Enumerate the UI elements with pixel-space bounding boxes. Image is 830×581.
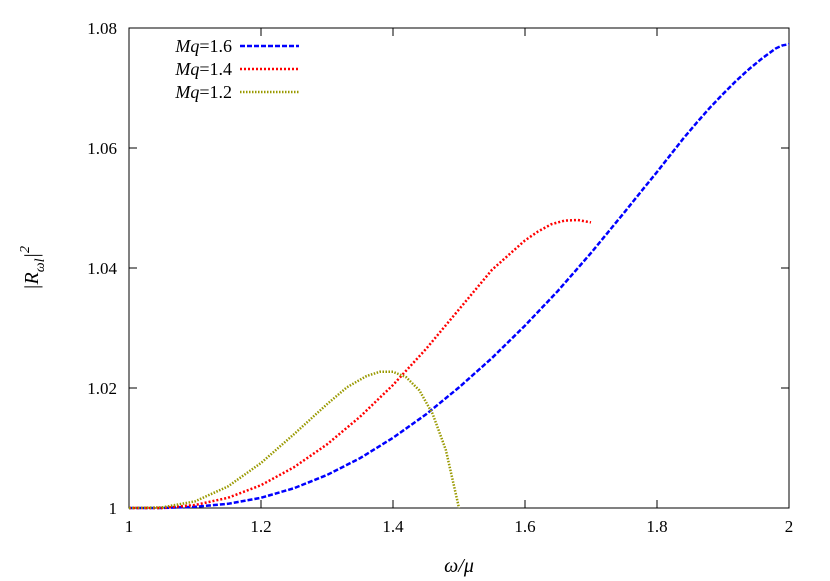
series-line-2 [129,218,592,510]
legend-label-1: Mq=1.6 [174,36,232,56]
series-layer [128,42,790,510]
x-tick-label: 1.8 [646,517,667,536]
axis-ticks: 1 1.2 1.4 1.6 1.8 2 1 1.02 1.04 1.06 1.08 [87,19,793,536]
y-axis-label: |Rωl|2 [18,246,48,290]
x-tick-label: 1 [125,517,134,536]
series-line-1 [129,42,790,510]
legend: Mq=1.6 Mq=1.4 Mq=1.2 [174,36,299,102]
legend-label-3: Mq=1.2 [174,82,232,102]
y-tick-label: 1.08 [87,19,117,38]
y-tick-label: 1 [109,499,118,518]
series-line-3 [128,370,461,510]
y-tick-label: 1.02 [87,379,117,398]
x-axis-label: ω/μ [444,555,474,577]
x-tick-label: 1.6 [514,517,535,536]
x-tick-label: 2 [785,517,794,536]
y-tick-label: 1.04 [87,259,117,278]
x-tick-label: 1.4 [382,517,404,536]
y-tick-label: 1.06 [87,139,117,158]
legend-label-2: Mq=1.4 [174,59,232,79]
x-tick-label: 1.2 [250,517,271,536]
